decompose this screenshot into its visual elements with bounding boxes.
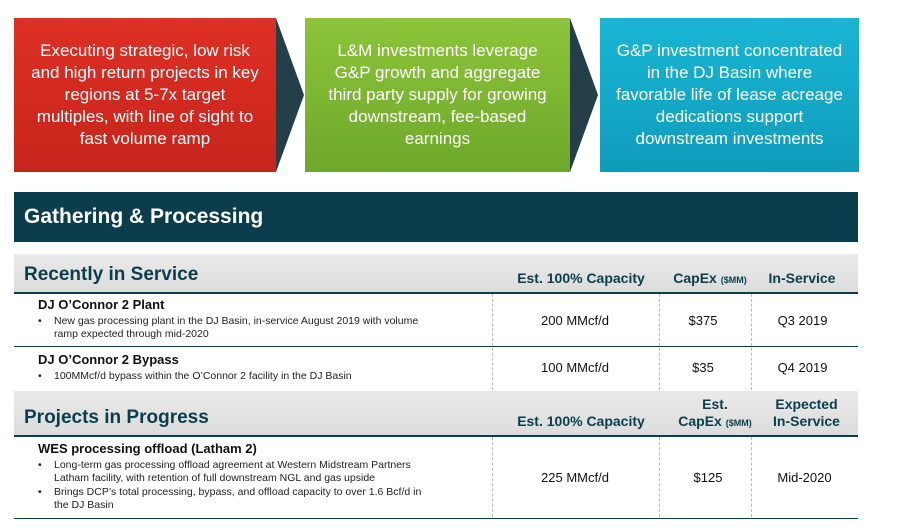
column-separator [751,437,752,517]
project-bullet-text: Long-term gas processing offload agreeme… [54,459,411,471]
bullet-icon: • [38,486,42,498]
project-title: DJ O’Connor 2 Plant [38,297,165,312]
recent-section-title: Recently in Service [24,264,199,285]
page-title: Gathering & Processing [24,205,264,228]
project-bullet-text: the DJ Basin [54,499,114,511]
capex-value: $35 [692,360,714,375]
recent-capacity-header: Est. 100% Capacity [517,270,645,286]
bullet-icon: • [38,315,42,327]
column-separator [659,437,660,517]
chevron-arrow-icon [276,18,304,172]
strategy-banner-1: Executing strategic, low risk and high r… [14,18,276,172]
strategy-banner-2: L&M investments leverage G&P growth and … [305,18,570,172]
recent-section-header: Recently in Service Est. 100% Capacity C… [14,254,858,292]
inservice-value: Q4 2019 [777,360,828,375]
progress-inservice-line1: Expected [775,396,838,412]
chevron-arrow-icon [570,18,598,172]
progress-capex-line1: Est. [702,396,728,412]
progress-inservice-line2: In-Service [773,413,840,429]
project-bullet-text: 100MMcf/d bypass within the O’Connor 2 f… [54,370,352,382]
divider [14,435,858,437]
progress-capex-label: CapEx [678,413,722,429]
section-header-bar: Gathering & Processing [14,192,858,242]
capacity-value: 225 MMcf/d [541,470,609,485]
project-bullet-text: New gas processing plant in the DJ Basin… [54,315,419,327]
recent-capex-unit: ($MM) [720,275,747,285]
column-separator [751,294,752,390]
progress-capacity-header: Est. 100% Capacity [517,413,645,429]
progress-capex-line2: CapEx ($MM) [660,413,770,432]
recent-inservice-header: In-Service [768,270,836,286]
inservice-value: Q3 2019 [777,313,828,328]
project-bullet-text: Brings DCP’s total processing, bypass, a… [54,486,422,498]
progress-section-header: Projects in Progress Est. 100% Capacity … [14,391,858,435]
inservice-value: Mid-2020 [777,470,832,485]
capacity-value: 100 MMcf/d [541,360,609,375]
project-bullet-text: ramp expected through mid-2020 [54,328,209,340]
bullet-icon: • [38,370,42,382]
column-separator [492,437,493,517]
capacity-value: 200 MMcf/d [541,313,609,328]
divider [14,346,858,347]
progress-capex-header: Est. CapEx ($MM) [660,396,770,432]
progress-section-title: Projects in Progress [24,407,209,428]
strategy-banner-3-text: G&P investment concentrated in the DJ Ba… [616,41,843,148]
recent-capex-header: CapEx ($MM) [660,270,760,289]
project-title: DJ O’Connor 2 Bypass [38,352,179,367]
recent-capex-label: CapEx [673,270,717,286]
capex-value: $375 [688,313,718,328]
divider [14,518,858,519]
strategy-banner-1-text: Executing strategic, low risk and high r… [31,41,259,148]
column-separator [659,294,660,390]
divider [14,292,858,294]
project-bullet-text: Latham facility, with retention of full … [54,472,375,484]
progress-capex-unit: ($MM) [725,418,752,428]
column-separator [492,294,493,390]
progress-inservice-header: Expected In-Service [764,396,849,430]
strategy-banner-2-text: L&M investments leverage G&P growth and … [328,41,547,148]
bullet-icon: • [38,459,42,471]
strategy-banner-3: G&P investment concentrated in the DJ Ba… [600,18,859,172]
project-title: WES processing offload (Latham 2) [38,441,257,456]
capex-value: $125 [693,470,723,485]
